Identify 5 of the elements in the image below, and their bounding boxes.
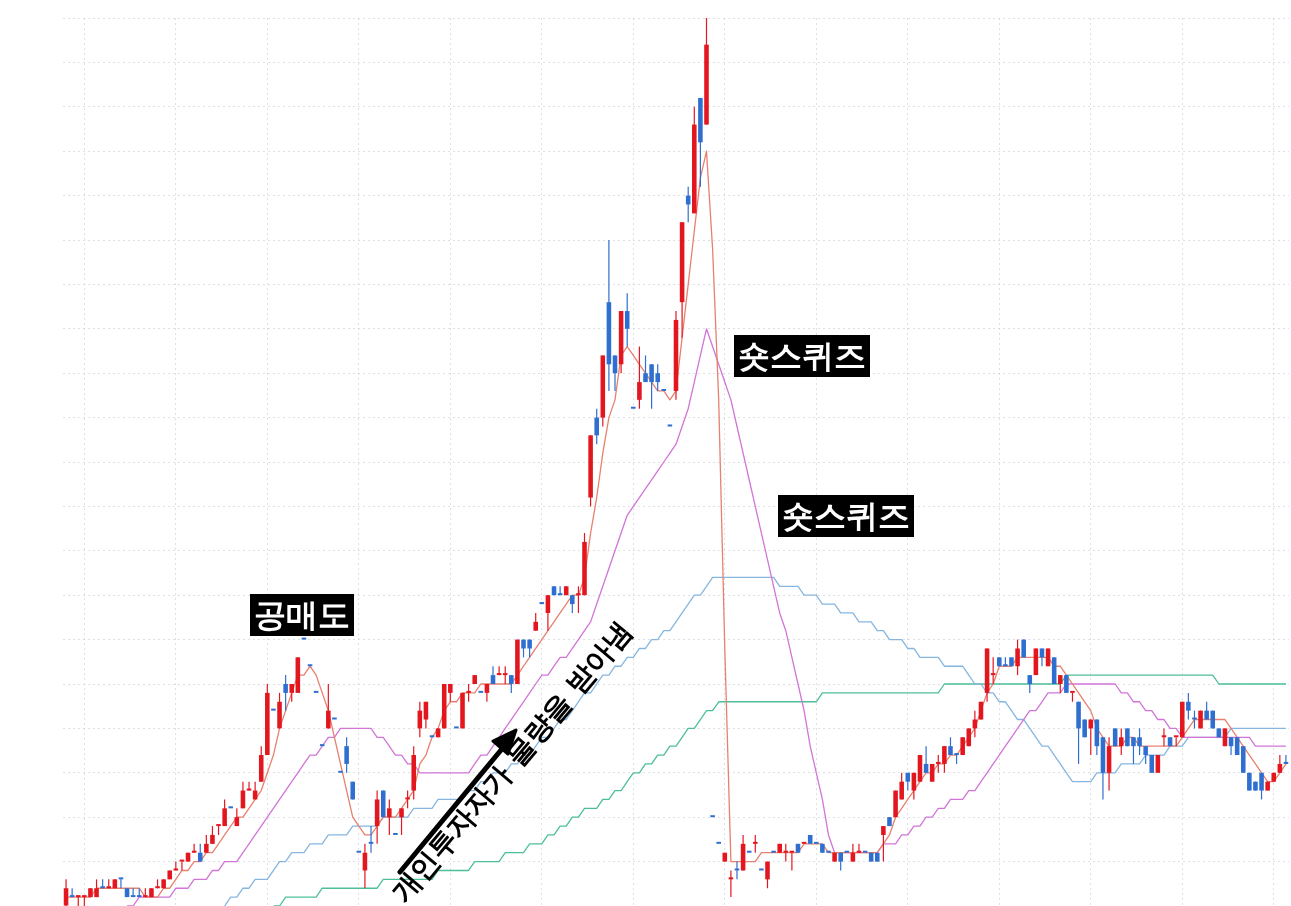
- annotation: 공매도: [250, 594, 354, 636]
- annotation: 숏스퀴즈: [734, 335, 870, 377]
- candlestick: [460, 692, 465, 729]
- annotation: 숏스퀴즈: [778, 495, 914, 537]
- candlestick: [1179, 701, 1185, 738]
